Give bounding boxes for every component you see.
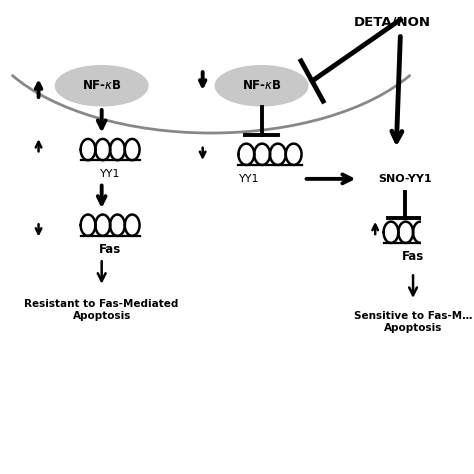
Text: NF-$\kappa$B: NF-$\kappa$B [82, 79, 121, 92]
Text: DETA/NON: DETA/NON [354, 16, 430, 28]
Text: YY1: YY1 [239, 174, 259, 184]
Text: SNO-YY1: SNO-YY1 [378, 174, 431, 184]
Ellipse shape [55, 66, 148, 106]
Text: YY1: YY1 [100, 169, 120, 179]
Text: Fas: Fas [99, 243, 121, 256]
Text: Sensitive to Fas-M…
Apoptosis: Sensitive to Fas-M… Apoptosis [354, 311, 472, 333]
Ellipse shape [215, 66, 308, 106]
Text: Fas: Fas [402, 250, 424, 264]
Text: Resistant to Fas-Mediated
Apoptosis: Resistant to Fas-Mediated Apoptosis [25, 300, 179, 321]
Text: NF-$\kappa$B: NF-$\kappa$B [242, 79, 282, 92]
